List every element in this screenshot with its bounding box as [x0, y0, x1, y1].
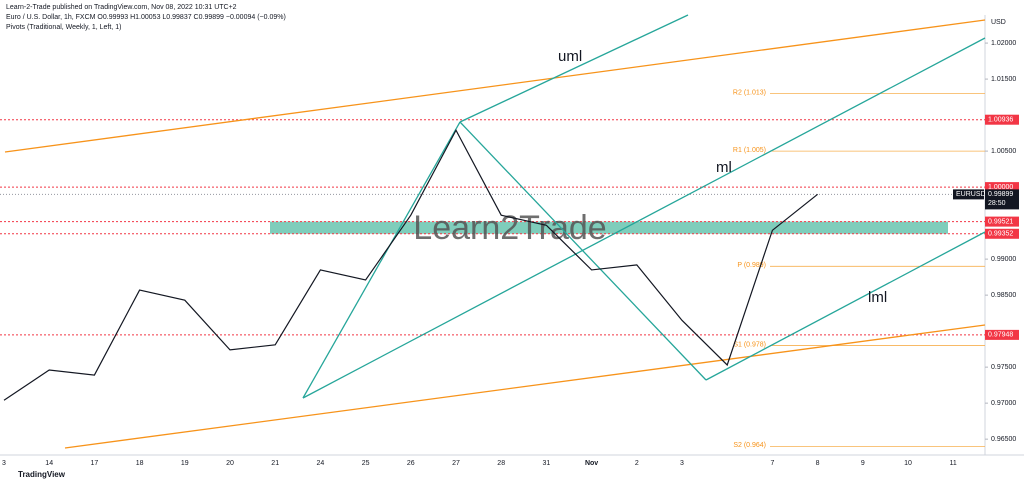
- currency: USD: [991, 19, 1006, 26]
- pivot-label: S2 (0.964): [733, 442, 766, 449]
- price-tag: [985, 216, 1019, 227]
- watermark: Learn2Trade: [413, 209, 606, 247]
- upper-orange-line: [4, 19, 986, 153]
- trend-lines: [4, 14, 986, 449]
- x-tick-label: 11: [950, 460, 957, 467]
- y-tick-label: 0.99000: [991, 256, 1016, 263]
- x-tick-label: 3: [680, 460, 684, 467]
- last-price-tag: [985, 189, 1019, 210]
- y-tick-label: 0.96500: [991, 436, 1016, 443]
- x-tick-label: 10: [904, 460, 912, 467]
- handle-line: [459, 121, 707, 381]
- last-price-label: 0.99899: [988, 191, 1013, 198]
- y-tick-label: 1.00500: [991, 148, 1016, 155]
- x-tick-label: Nov: [585, 460, 598, 467]
- support-zone: [270, 221, 948, 234]
- ml-line: [302, 37, 986, 399]
- x-tick-label: 31: [543, 460, 551, 467]
- x-tick-label: 7: [770, 460, 774, 467]
- x-tick-label: 9: [861, 460, 865, 467]
- price-tag: [985, 329, 1019, 340]
- indicator: Pivots (Traditional, Weekly, 1, Left, 1): [6, 24, 121, 31]
- price-tag: [985, 228, 1019, 239]
- price-line-series: [3, 128, 818, 401]
- price-tag-label: 0.99352: [988, 231, 1013, 238]
- pivot-label: R2 (1.013): [733, 89, 766, 96]
- x-tick-label: 27: [452, 460, 460, 467]
- lml-line: [705, 231, 986, 381]
- plot: 1.02000 1.01500 1.00500 0.99000 0.98500 0.975…: [2, 40, 1019, 467]
- y-tick-label: 0.97500: [991, 364, 1016, 371]
- y-tick-label: 1.01500: [991, 76, 1016, 83]
- price-tag: [985, 114, 1019, 125]
- x-tick-label: 25: [362, 460, 370, 467]
- pivot-label: S1 (0.978): [733, 341, 766, 348]
- price-tag-label: 0.97948: [988, 332, 1013, 339]
- zone-layer: R2 (1.013) R1 (1.005) P (0.989) S1 (0.978) S…: [0, 89, 985, 449]
- pivot-label: P (0.989): [737, 262, 766, 269]
- x-tick-label: 28: [497, 460, 505, 467]
- x-tick-label: 26: [407, 460, 415, 467]
- symbol-tag-label: EURUSD: [956, 191, 986, 198]
- y-tick-label: 0.98500: [991, 292, 1016, 299]
- x-tick-label: 24: [317, 460, 325, 467]
- x-tick-label: 18: [136, 460, 144, 467]
- price-tag: [985, 182, 1019, 193]
- uml-line: [459, 14, 689, 123]
- price-tag-label: 1.00000: [988, 184, 1013, 191]
- symbol-tag: [953, 189, 984, 200]
- x-tick-label: 8: [816, 460, 820, 467]
- x-tick-label: 3: [2, 460, 6, 467]
- publisher: Learn-2-Trade published on TradingView.c…: [6, 4, 237, 11]
- symbol-line: Euro / U.S. Dollar, 1h, FXCM O0.99993 H1…: [6, 14, 286, 21]
- x-tick-label: 21: [271, 460, 279, 467]
- price-tag-label: 1.00936: [988, 117, 1013, 124]
- y-tick-label: 0.97000: [991, 400, 1016, 407]
- annotation: lml: [868, 289, 887, 306]
- x-tick-label: 20: [226, 460, 234, 467]
- x-tick-label: 19: [181, 460, 189, 467]
- countdown: 28:50: [988, 200, 1006, 207]
- price-tag-label: 0.99521: [988, 218, 1013, 225]
- x-tick-label: 2: [635, 460, 639, 467]
- annotation: uml: [558, 48, 582, 65]
- lower-orange-line: [64, 324, 986, 449]
- x-tick-label: 17: [91, 460, 99, 467]
- pivot-label: R1 (1.005): [733, 147, 766, 154]
- pitch-line: [302, 121, 461, 399]
- x-tick-label: 14: [45, 460, 53, 467]
- annotation: ml: [716, 159, 732, 176]
- logo: TradingView: [18, 470, 66, 479]
- y-tick-label: 1.02000: [991, 40, 1016, 47]
